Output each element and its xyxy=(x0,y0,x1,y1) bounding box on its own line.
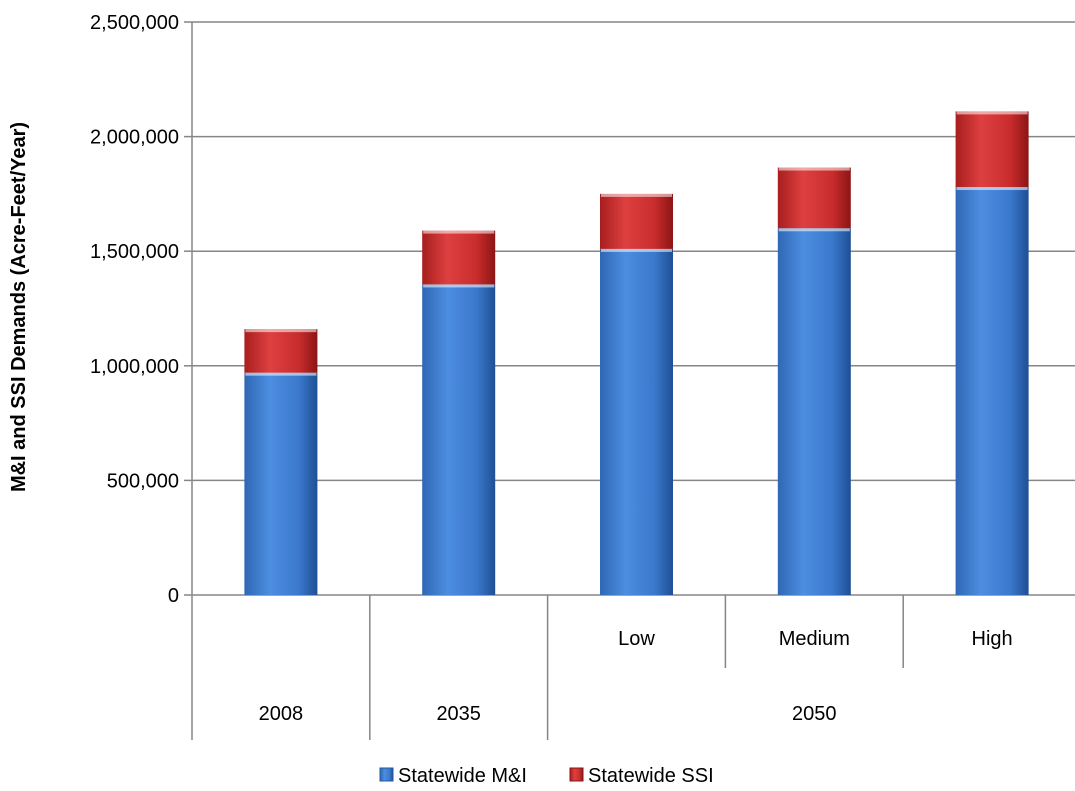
y-tick-labels: 0 500,000 1,000,000 1,500,000 2,000,000 2,500… xyxy=(90,12,179,607)
bar-highlight xyxy=(601,248,672,252)
bar-ssi-2035 xyxy=(422,230,496,285)
bar-highlight xyxy=(778,167,850,171)
bar-highlight xyxy=(423,230,495,234)
bar-highlight xyxy=(956,111,1028,115)
y-tick-label: 0 xyxy=(168,585,179,607)
y-tick-label: 2,500,000 xyxy=(90,12,179,34)
bar-ssi-low xyxy=(600,193,673,249)
x-category-label: Low xyxy=(618,628,655,650)
legend-swatch xyxy=(379,767,394,782)
bar-highlight xyxy=(245,329,317,333)
bar-ssi-high xyxy=(955,111,1029,188)
x-group-label: 2008 xyxy=(259,703,304,725)
x-category-label: Medium xyxy=(779,628,850,650)
bar-mi-2035 xyxy=(422,284,496,595)
y-tick-label: 500,000 xyxy=(107,470,179,492)
x-group-label: 2050 xyxy=(792,703,837,725)
bar-mi-high xyxy=(955,187,1029,596)
bar-highlight xyxy=(601,193,672,197)
bar-highlight xyxy=(956,187,1028,191)
bar-ssi-medium xyxy=(777,167,851,229)
bar-mi-2008 xyxy=(244,372,318,595)
legend-label: Statewide SSI xyxy=(588,765,714,787)
bar-highlight xyxy=(778,228,850,232)
legend: Statewide M&I Statewide SSI xyxy=(379,765,714,787)
y-tick-label: 1,500,000 xyxy=(90,241,179,263)
legend-swatch xyxy=(569,767,584,782)
y-tick-label: 1,000,000 xyxy=(90,356,179,378)
bar-highlight xyxy=(245,372,317,376)
x-group-label: 2035 xyxy=(436,703,481,725)
x-category-label: High xyxy=(972,628,1013,650)
bars xyxy=(244,111,1029,596)
bar-ssi-2008 xyxy=(244,329,318,373)
bar-highlight xyxy=(423,284,495,288)
legend-label: Statewide M&I xyxy=(398,765,527,787)
y-axis-label: M&I and SSI Demands (Acre-Feet/Year) xyxy=(8,122,30,492)
category-labels: 2008 2035 Low Medium High 2050 xyxy=(259,628,1013,725)
y-tick-label: 2,000,000 xyxy=(90,127,179,149)
bar-mi-low xyxy=(600,248,673,595)
bar-mi-medium xyxy=(777,228,851,595)
